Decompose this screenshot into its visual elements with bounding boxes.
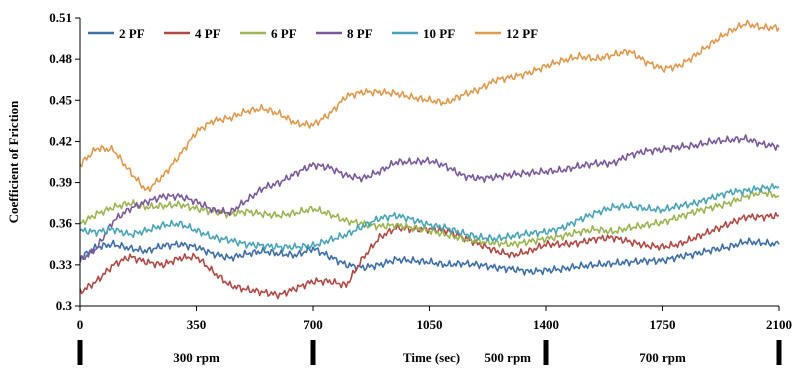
x-ticks: 0 350 700 1050 1400 1750 2100 — [77, 306, 792, 332]
y-ticks: 0.3 0.33 0.36 0.39 0.42 0.45 0.48 0.51 — [49, 10, 80, 313]
legend-label: 10 PF — [423, 26, 455, 41]
legend-label: 4 PF — [195, 26, 221, 41]
series-layer — [79, 19, 780, 300]
x-tick-label: 2100 — [766, 317, 792, 332]
legend-label: 8 PF — [347, 26, 373, 41]
x-axis-label: Time (sec) — [403, 350, 460, 365]
series-line-8-pf — [79, 134, 780, 263]
x-tick-label: 1750 — [650, 317, 676, 332]
speed-markers: 300 rpm 500 rpm 700 rpm — [77, 340, 782, 365]
speed-label: 300 rpm — [173, 350, 220, 365]
legend-label: 2 PF — [119, 26, 145, 41]
y-tick-label: 0.51 — [49, 10, 72, 25]
x-tick-label: 0 — [77, 317, 84, 332]
y-tick-label: 0.45 — [49, 92, 72, 107]
y-tick-label: 0.33 — [49, 257, 72, 272]
x-tick-label: 1050 — [417, 317, 443, 332]
y-tick-label: 0.39 — [49, 175, 72, 190]
y-tick-label: 0.48 — [49, 51, 72, 66]
x-tick-label: 700 — [303, 317, 323, 332]
y-axis-label: Coefficient of Friction — [6, 100, 21, 224]
speed-marker-bar — [77, 340, 83, 365]
speed-label: 500 rpm — [484, 350, 531, 365]
series-line-2-pf — [79, 237, 780, 276]
speed-label: 700 rpm — [639, 350, 686, 365]
y-tick-label: 0.42 — [49, 133, 72, 148]
series-line-10-pf — [79, 183, 780, 252]
series-line-4-pf — [79, 212, 780, 300]
legend-label: 12 PF — [506, 26, 538, 41]
y-tick-label: 0.3 — [56, 298, 73, 313]
legend: 2 PF 4 PF 6 PF 8 PF 10 PF 12 PF — [88, 26, 538, 41]
series-line-12-pf — [79, 19, 780, 193]
legend-label: 6 PF — [271, 26, 297, 41]
speed-marker-bar — [310, 340, 316, 365]
series-line-6-pf — [79, 187, 779, 249]
x-tick-label: 1400 — [533, 317, 559, 332]
x-tick-label: 350 — [187, 317, 207, 332]
speed-marker-bar — [543, 340, 549, 365]
speed-marker-bar — [776, 340, 782, 365]
y-tick-label: 0.36 — [49, 216, 72, 231]
